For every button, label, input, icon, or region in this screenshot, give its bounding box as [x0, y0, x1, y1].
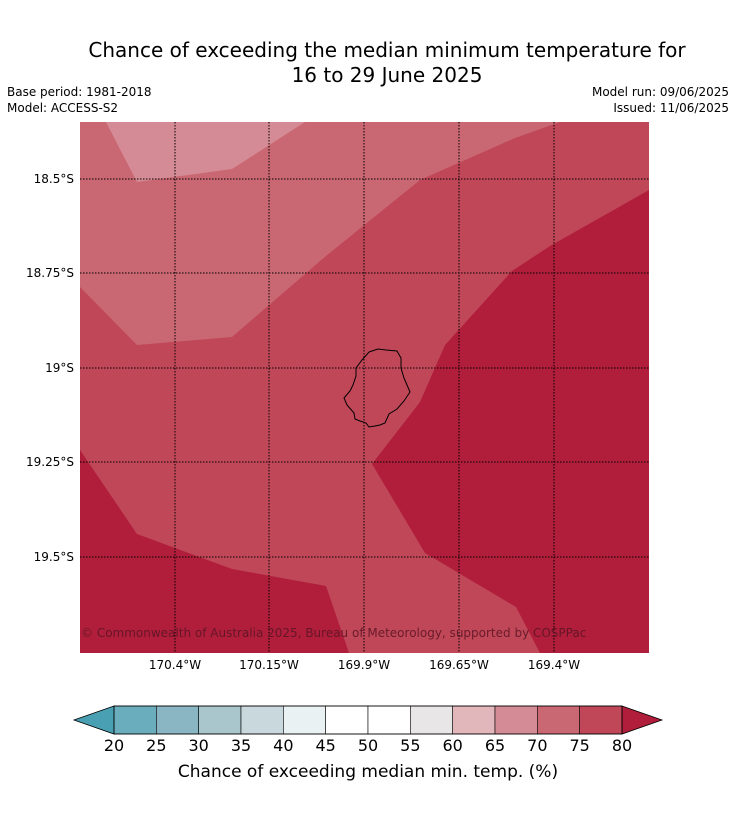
- lon-label-169.4: 169.4°W: [527, 658, 581, 672]
- colorbar-tick-45: 45: [315, 736, 336, 755]
- probability-map: [80, 122, 649, 653]
- colorbar-tick-20: 20: [103, 736, 125, 755]
- lon-label-169.9: 169.9°W: [337, 658, 391, 672]
- graticule: [80, 122, 649, 653]
- lat-label-18.5: 18.5°S: [33, 172, 74, 186]
- base-period: Base period: 1981-2018: [7, 85, 152, 99]
- meta-left: Base period: 1981-2018 Model: ACCESS-S2: [7, 84, 152, 116]
- colorbar-tick-30: 30: [188, 736, 209, 755]
- colorbar-cell-25-30: [156, 705, 199, 735]
- lat-label-19.25: 19.25°S: [26, 455, 74, 469]
- colorbar-tick-40: 40: [273, 736, 294, 755]
- colorbar-tick-50: 50: [357, 736, 379, 755]
- lon-label-169.65: 169.65°W: [429, 658, 489, 672]
- colorbar-cell-20-25: [113, 705, 157, 735]
- colorbar-tick-80: 80: [611, 736, 633, 755]
- colorbar-frame: [113, 705, 623, 735]
- copyright-notice: © Commonwealth of Australia 2025, Bureau…: [81, 626, 587, 640]
- lat-label-19: 19°S: [45, 361, 74, 375]
- colorbar-cell-75-80: [579, 705, 623, 735]
- meta-right: Model run: 09/06/2025 Issued: 11/06/2025: [592, 84, 729, 116]
- title-line-2: 16 to 29 June 2025: [291, 63, 483, 87]
- colorbar-cell-60-65: [452, 705, 496, 735]
- chart-title: Chance of exceeding the median minimum t…: [0, 38, 736, 88]
- model-run: Model run: 09/06/2025: [591, 85, 729, 99]
- band-65-70: [106, 122, 305, 182]
- lat-label-19.5: 19.5°S: [33, 550, 74, 564]
- colorbar-cell-70-75: [537, 705, 580, 735]
- lat-label-18.75: 18.75°S: [26, 266, 74, 280]
- title-line-1: Chance of exceeding the median minimum t…: [88, 38, 686, 62]
- colorbar-title: Chance of exceeding median min. temp. (%…: [177, 762, 559, 782]
- colorbar-tick-25: 25: [146, 736, 167, 755]
- issued-date: Issued: 11/06/2025: [613, 101, 729, 115]
- niue-island-outline: [343, 348, 411, 428]
- colorbar-cell-30-35: [198, 705, 242, 735]
- colorbar-cell-40-45: [283, 705, 326, 735]
- lon-label-170.4: 170.4°W: [148, 658, 202, 672]
- colorbar-cell-35-40: [240, 705, 284, 735]
- colorbar-cell-50-55: [367, 705, 411, 735]
- band-80-plus-east: [372, 190, 649, 653]
- colorbar-cell-65-70: [494, 705, 538, 735]
- colorbar-extend-low: [72, 705, 115, 735]
- band-80-plus-southwest: [80, 450, 349, 653]
- colorbar-cell-45-50: [325, 705, 369, 735]
- colorbar-tick-70: 70: [527, 736, 548, 755]
- model-name: Model: ACCESS-S2: [7, 101, 119, 115]
- colorbar-tick-65: 65: [484, 736, 506, 755]
- colorbar-tick-55: 55: [400, 736, 421, 755]
- lon-label-170.15: 170.15°W: [239, 658, 299, 672]
- colorbar-tick-60: 60: [442, 736, 463, 755]
- colorbar-cell-55-60: [410, 705, 453, 735]
- colorbar-tick-35: 35: [230, 736, 252, 755]
- colorbar-extend-high: [621, 705, 664, 735]
- colorbar-tick-75: 75: [569, 736, 590, 755]
